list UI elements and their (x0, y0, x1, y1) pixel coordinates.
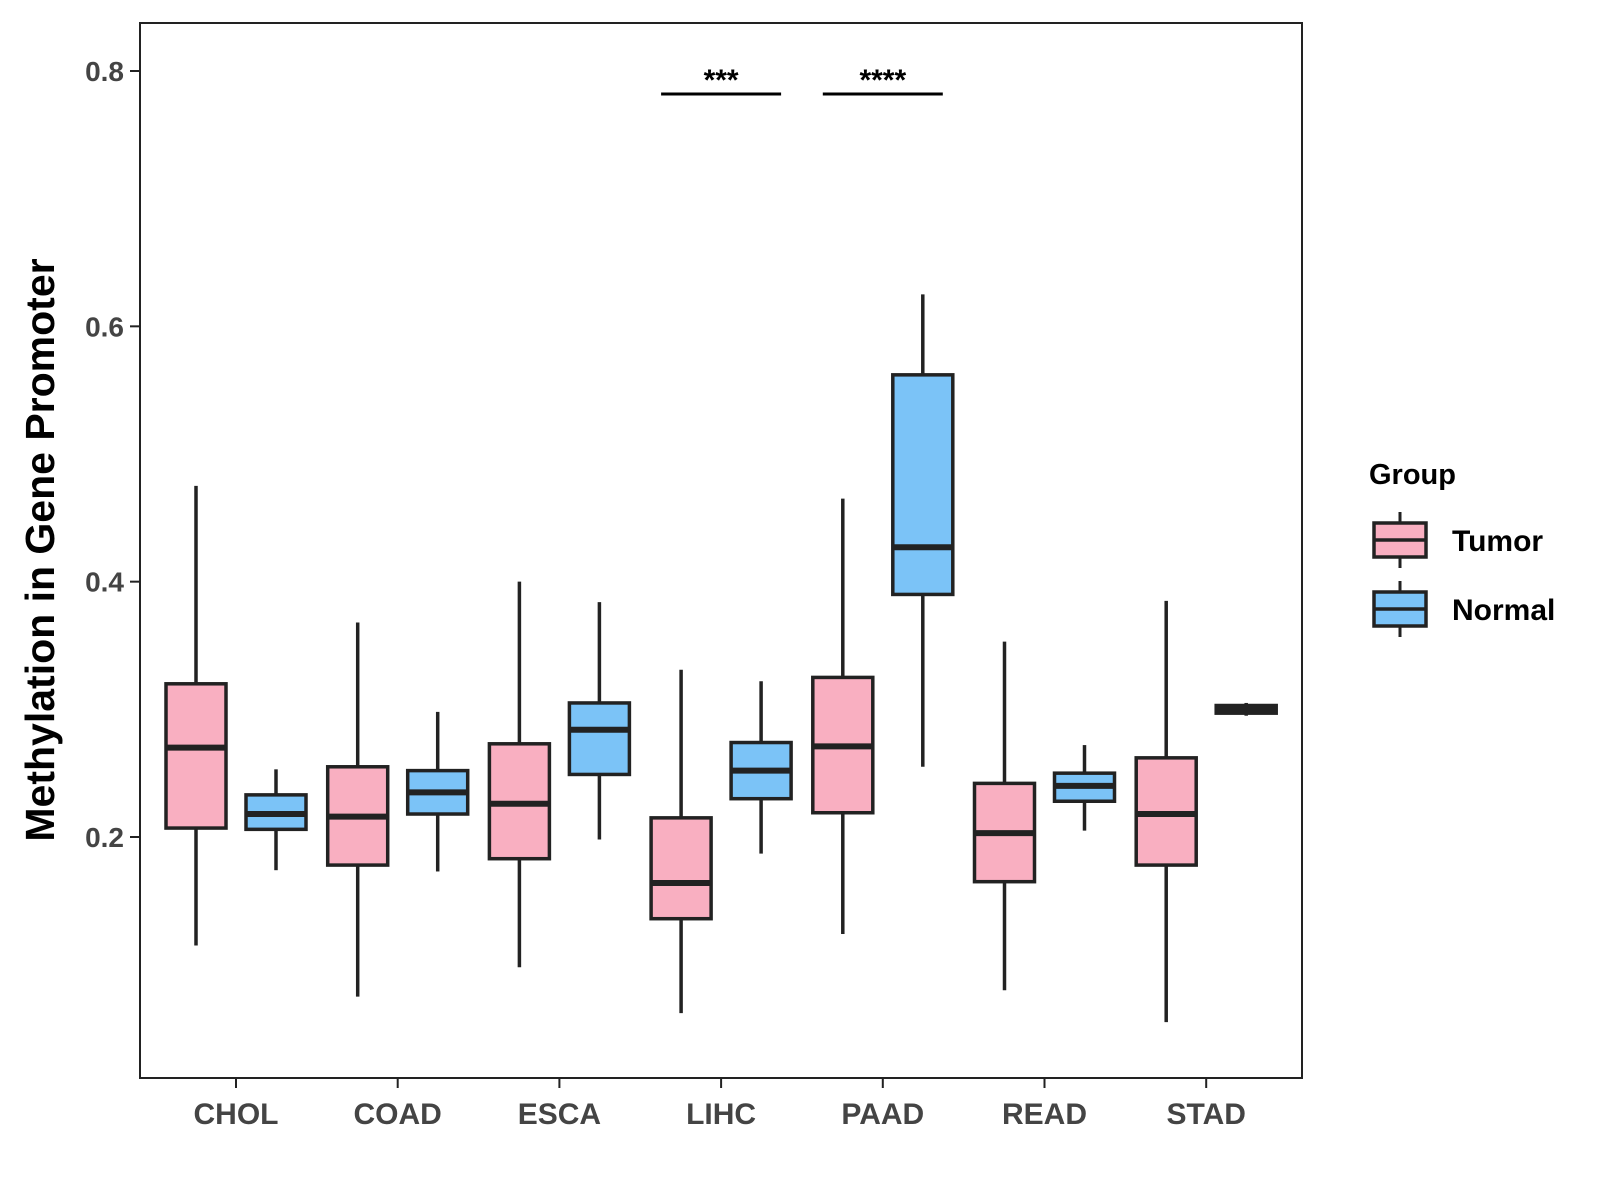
box-normal-esca (567, 602, 632, 840)
legend-label-tumor: Tumor (1452, 525, 1543, 558)
box-normal-chol (244, 769, 308, 871)
box-tumor-paad (811, 498, 875, 935)
box-body-tumor-lihc (649, 816, 713, 921)
box-body-tumor-chol (164, 682, 228, 830)
series-tumor (164, 485, 1198, 1023)
box-normal-lihc (729, 681, 793, 854)
y-axis-title: Methylation in Gene Promoter (17, 258, 63, 841)
significance-label-paad: **** (859, 64, 906, 97)
box-tumor-read (972, 641, 1037, 991)
panel-border (139, 22, 1303, 1079)
box-tumor-lihc (649, 669, 713, 1014)
significance-annotations: *** **** (661, 64, 943, 97)
x-tick-label-esca: ESCA (518, 1098, 601, 1131)
box-tumor-coad (325, 622, 390, 997)
y-tick-label-0-4: 0.4 (85, 567, 124, 598)
series-normal (244, 294, 1278, 872)
box-normal-stad (1214, 702, 1278, 716)
legend-label-normal: Normal (1452, 594, 1555, 627)
x-tick-label-paad: PAAD (841, 1098, 924, 1131)
box-normal-read (1052, 745, 1117, 831)
x-tick-label-stad: STAD (1166, 1098, 1245, 1131)
box-body-normal-paad (891, 373, 955, 597)
box-tumor-esca (487, 581, 552, 968)
significance-label-lihc: *** (704, 64, 739, 97)
legend-title: Group (1369, 459, 1456, 491)
legend-entries: Tumor Normal (1372, 512, 1555, 637)
x-tick-label-read: READ (1002, 1098, 1087, 1131)
legend-entry-tumor: Tumor (1372, 512, 1543, 568)
x-axis: CHOL COAD ESCA LIHC PAAD READ STAD (194, 1078, 1246, 1131)
box-normal-coad (405, 711, 470, 872)
y-axis: 0.2 0.4 0.6 0.8 (85, 56, 140, 853)
y-tick-label-0-8: 0.8 (85, 56, 124, 87)
box-normal-paad (891, 294, 955, 767)
x-tick-label-lihc: LIHC (686, 1098, 756, 1131)
x-tick-label-coad: COAD (354, 1098, 442, 1131)
box-tumor-chol (164, 485, 228, 946)
x-tick-label-chol: CHOL (194, 1098, 279, 1131)
legend: Group Tumor Normal (1369, 459, 1555, 637)
box-body-normal-esca (567, 701, 632, 777)
box-tumor-stad (1134, 600, 1198, 1023)
y-tick-label-0-2: 0.2 (85, 822, 124, 853)
y-tick-label-0-6: 0.6 (85, 311, 124, 342)
box-series-group (164, 294, 1278, 1023)
legend-entry-normal: Normal (1372, 581, 1555, 637)
